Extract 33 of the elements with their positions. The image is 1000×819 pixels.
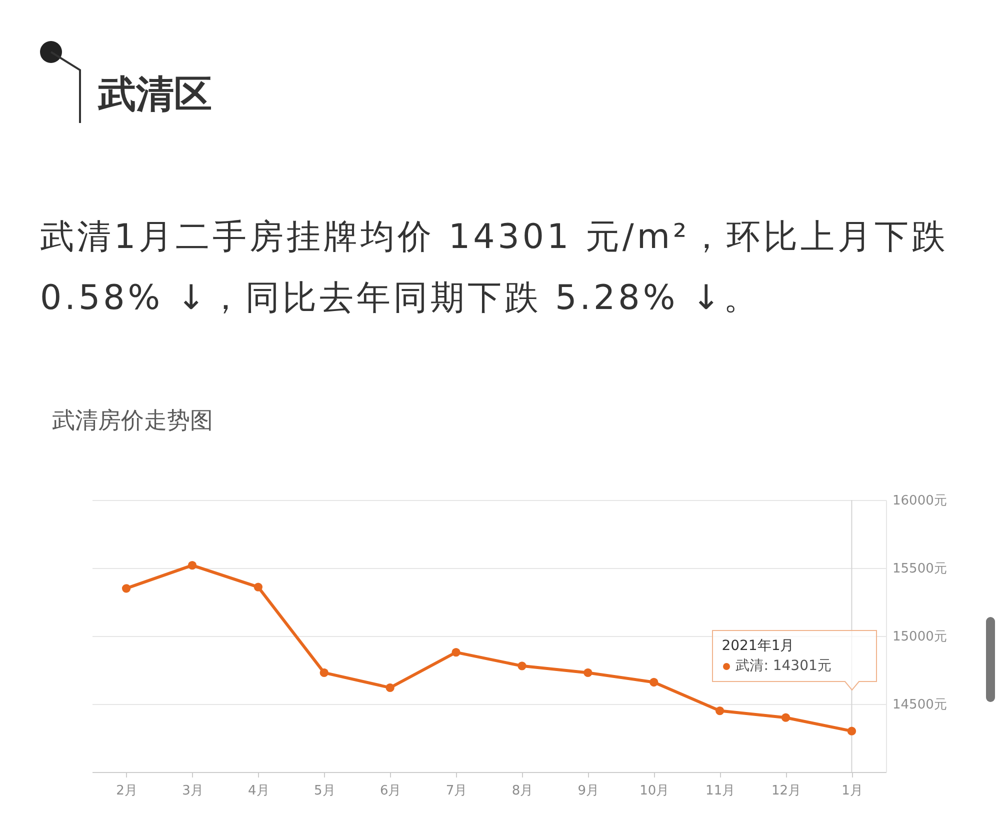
x-tick-label: 7月 <box>446 784 468 798</box>
chart-title: 武清房价走势图 <box>52 407 213 436</box>
text: 武清1月二手房挂牌均价 14301 元/m²，环比上月下跌 0.58% ↓，同比去年同期下跌 5.28% ↓。 <box>40 216 950 320</box>
point <box>847 726 856 736</box>
annotation: 2021年1月 <box>722 637 794 656</box>
point <box>254 582 263 592</box>
point <box>452 648 460 657</box>
x-tick-label: 4月 <box>248 784 270 798</box>
point <box>715 706 724 716</box>
text: 武清区 <box>98 71 212 117</box>
annotation: 武清: 14301元 <box>736 657 832 676</box>
x-tick-label: 6月 <box>380 784 402 798</box>
x-tick-label: 11月 <box>706 784 736 798</box>
y-tick-label: 15000元 <box>892 630 947 644</box>
x-tick-label: 3月 <box>182 784 204 798</box>
x-tick-label: 10月 <box>640 784 670 798</box>
x-tick-label: 1月 <box>842 784 863 798</box>
y-tick-label: 16000元 <box>892 494 947 508</box>
point <box>781 713 790 722</box>
x-tick-label: 9月 <box>578 784 600 798</box>
point <box>188 560 197 570</box>
point <box>584 668 592 678</box>
y-tick-label: 15500元 <box>892 562 947 576</box>
y-tick-label: 14500元 <box>892 698 947 712</box>
x-tick-label: 8月 <box>512 784 534 798</box>
point <box>386 683 394 692</box>
point <box>518 662 526 670</box>
point <box>320 668 328 678</box>
x-tick-label: 12月 <box>771 784 802 798</box>
x-tick-label: 5月 <box>314 784 336 798</box>
x-tick-label: 2月 <box>116 784 138 798</box>
point <box>122 584 131 593</box>
point <box>650 678 658 687</box>
